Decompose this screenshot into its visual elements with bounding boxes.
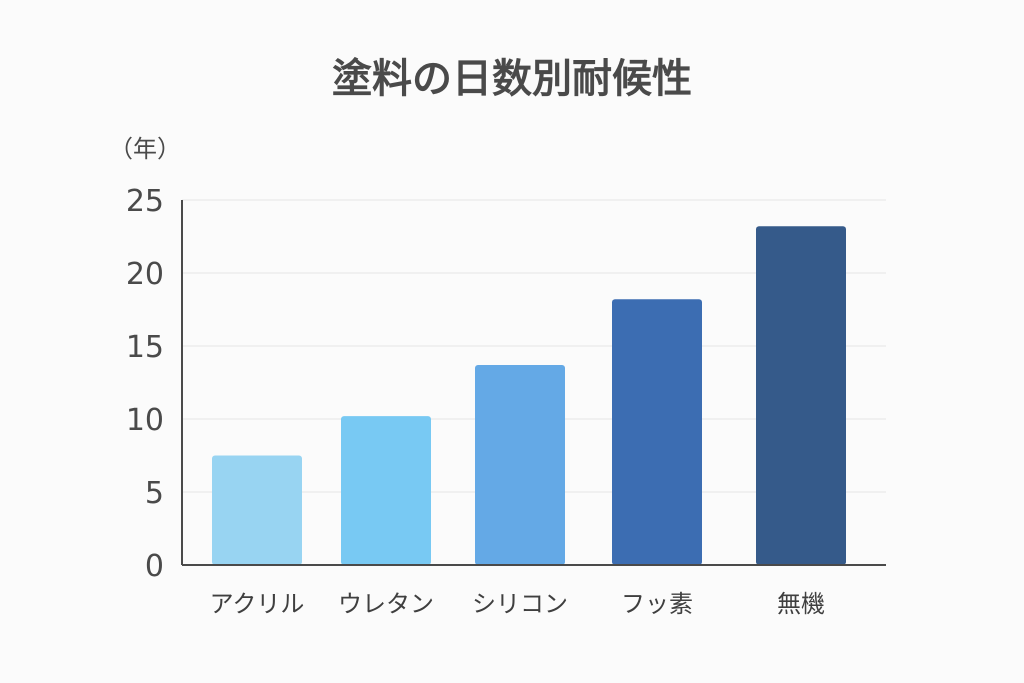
x-axis-ticks: アクリル ウレタン シリコン フッ素 無機 xyxy=(210,590,825,618)
bars xyxy=(212,226,846,565)
x-tick-label: アクリル xyxy=(210,590,305,618)
y-axis-unit-label: （年） xyxy=(109,135,181,163)
x-tick-label: ウレタン xyxy=(338,590,434,618)
x-tick-label: 無機 xyxy=(777,590,825,618)
bar xyxy=(612,299,702,565)
y-axis-ticks: 0 5 10 15 20 25 xyxy=(126,184,164,584)
chart-title: 塗料の日数別耐候性 xyxy=(332,56,692,102)
bar xyxy=(212,455,302,565)
bar xyxy=(475,364,565,565)
y-tick-label: 5 xyxy=(145,476,164,511)
y-tick-label: 25 xyxy=(126,184,164,219)
bar xyxy=(756,226,846,565)
x-tick-label: フッ素 xyxy=(621,590,693,618)
y-tick-label: 20 xyxy=(126,257,164,292)
bar xyxy=(341,416,431,565)
y-tick-label: 0 xyxy=(145,549,164,584)
y-tick-label: 15 xyxy=(126,330,164,365)
y-tick-label: 10 xyxy=(126,403,164,438)
x-tick-label: シリコン xyxy=(472,590,568,618)
